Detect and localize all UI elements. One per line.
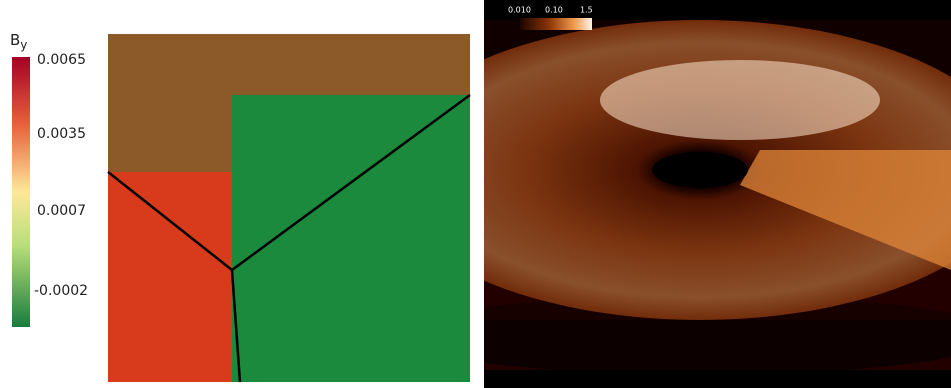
colorbar <box>520 18 592 30</box>
simulation-box <box>107 34 471 383</box>
box-edge <box>231 93 471 272</box>
colorbar-label: 1.5 <box>580 6 593 15</box>
box-right <box>232 95 470 382</box>
box-top <box>108 34 470 270</box>
colorbar-title: By <box>10 31 27 52</box>
disc-center <box>652 152 748 188</box>
left-panel: By 0.0065 0.0035 0.0007 -0.0002 <box>10 31 471 383</box>
box-left <box>108 172 240 382</box>
colorbar-label: 0.0007 <box>37 203 86 219</box>
box-edge <box>230 269 242 383</box>
colorbar-label: -0.0002 <box>34 283 88 299</box>
colorbar-label: 0.0035 <box>37 126 86 142</box>
colorbar-label: 0.10 <box>545 6 563 15</box>
disc-cutaway <box>740 150 951 270</box>
disc-bright <box>600 60 880 140</box>
colorbar <box>12 57 30 327</box>
colorbar-label: 0.010 <box>508 6 531 15</box>
colorbar-label: 0.0065 <box>37 52 86 68</box>
right-panel: 0.010 0.10 1.5 <box>484 0 951 388</box>
disc-gap <box>484 295 951 375</box>
box-edge <box>107 171 233 271</box>
